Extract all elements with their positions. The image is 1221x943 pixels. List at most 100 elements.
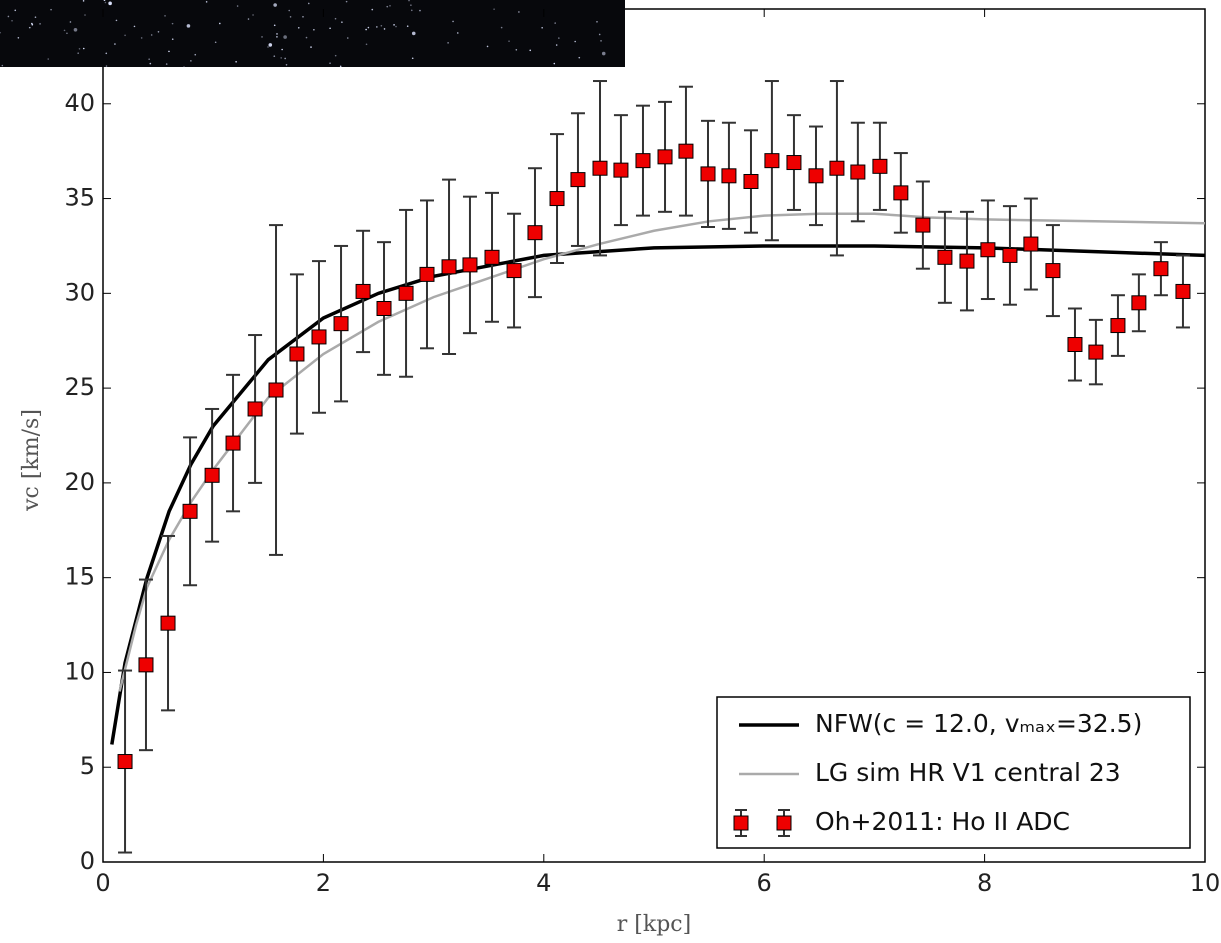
star <box>410 9 413 12</box>
star <box>601 51 606 56</box>
data-point <box>138 657 154 673</box>
star <box>365 28 367 31</box>
star <box>273 55 276 57</box>
data-point <box>829 160 845 176</box>
star <box>84 14 86 16</box>
data-point <box>743 173 759 189</box>
star <box>334 54 337 57</box>
data-point <box>506 263 522 279</box>
star <box>267 46 269 48</box>
data-point <box>980 242 996 258</box>
data-point <box>786 155 802 171</box>
star <box>114 43 116 45</box>
star <box>389 4 391 7</box>
star <box>273 3 277 7</box>
star <box>408 0 410 2</box>
star <box>280 57 282 59</box>
star <box>493 8 495 10</box>
star <box>334 17 337 20</box>
star <box>17 36 20 39</box>
star <box>235 61 237 63</box>
data-point <box>764 153 780 169</box>
y-tick-label: 35 <box>64 184 95 212</box>
star <box>194 53 197 56</box>
star <box>157 30 160 33</box>
star <box>219 22 221 25</box>
star <box>310 46 312 48</box>
data-point <box>1175 283 1191 299</box>
x-tick-label: 10 <box>1190 869 1221 897</box>
star <box>69 21 72 23</box>
data-point <box>678 143 694 159</box>
star <box>598 33 601 36</box>
star <box>411 31 416 36</box>
star <box>104 1 107 4</box>
star <box>395 25 397 28</box>
star <box>553 62 556 65</box>
star <box>247 18 250 20</box>
data-point <box>419 266 435 282</box>
star <box>452 20 454 23</box>
star <box>329 62 331 64</box>
data-point <box>1131 295 1147 311</box>
star <box>133 25 136 28</box>
star <box>183 66 185 68</box>
star <box>50 8 52 11</box>
data-point <box>937 249 953 265</box>
star <box>283 35 287 39</box>
data-point <box>333 316 349 332</box>
y-tick-label: 5 <box>80 752 95 780</box>
star <box>305 36 308 39</box>
data-point <box>915 217 931 233</box>
data-point <box>893 185 909 201</box>
star <box>105 65 108 67</box>
star <box>380 24 383 27</box>
star <box>252 14 254 16</box>
star <box>261 36 263 38</box>
star <box>171 22 174 25</box>
star <box>346 37 349 39</box>
data-point <box>592 160 608 176</box>
star <box>165 63 168 65</box>
star <box>149 62 152 65</box>
star <box>574 40 576 43</box>
star <box>276 33 278 35</box>
x-tick-label: 0 <box>95 869 110 897</box>
data-point <box>1110 318 1126 334</box>
data-point <box>117 754 133 770</box>
x-tick-label: 2 <box>316 869 331 897</box>
star <box>115 19 118 22</box>
star <box>31 22 33 25</box>
star <box>289 16 292 18</box>
data-point <box>268 382 284 398</box>
star <box>281 48 283 51</box>
y-tick-label: 15 <box>64 563 95 591</box>
star <box>82 47 85 50</box>
x-tick-label: 4 <box>536 869 551 897</box>
star <box>345 0 348 3</box>
star <box>186 24 191 28</box>
star <box>313 28 315 31</box>
star <box>393 24 395 26</box>
star <box>273 24 276 27</box>
star <box>302 15 304 18</box>
star <box>190 60 192 62</box>
star <box>214 41 217 44</box>
star <box>148 58 150 61</box>
star <box>447 42 449 44</box>
star <box>268 43 273 47</box>
star <box>34 16 37 19</box>
star <box>367 26 370 29</box>
star <box>105 52 108 55</box>
x-tick-label: 6 <box>757 869 772 897</box>
star <box>11 19 13 22</box>
star <box>376 26 378 28</box>
star-field-background <box>0 0 625 67</box>
star <box>406 25 409 28</box>
data-point <box>398 285 414 301</box>
star <box>529 49 532 52</box>
star <box>284 57 286 60</box>
data-point <box>1002 247 1018 263</box>
legend-label: NFW(c = 12.0, vₘₐₓ=32.5) <box>815 709 1142 738</box>
